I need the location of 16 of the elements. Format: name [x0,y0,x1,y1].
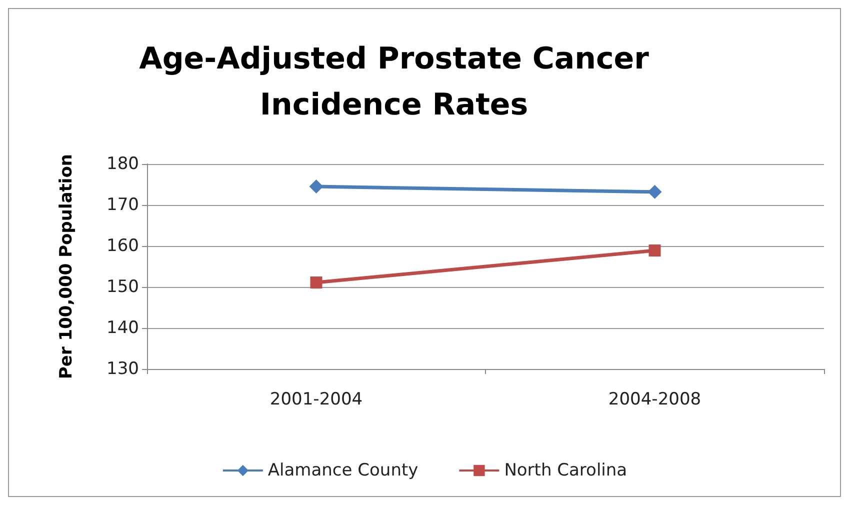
y-tick-label: 140 [106,318,139,338]
y-tick-label: 180 [106,154,139,174]
point [648,184,662,199]
point [648,244,661,257]
point [309,180,324,194]
y-tick-label: 150 [106,277,139,297]
chart-title: Age-Adjusted Prostate Cancer Incidence Rates [139,42,650,122]
y-tick-label: 160 [106,236,139,256]
legend-label: North Carolina [504,460,628,480]
x-tick-label: 2004-2008 [608,390,702,410]
y-tick-label: 170 [106,195,139,215]
legend-label: Alamance County [268,460,418,480]
y-axis-title: Per 100,000 Population [56,154,76,380]
point [310,276,322,288]
y-tick-label: 130 [106,359,139,379]
x-tick-label: 2001-2004 [270,390,363,410]
